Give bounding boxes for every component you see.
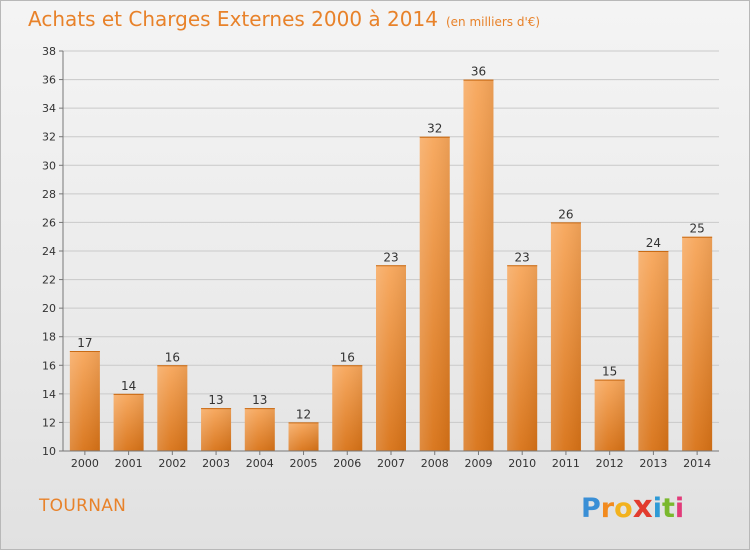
bar-shine [594,379,625,451]
x-tick-label: 2001 [115,457,143,470]
bar-shine [463,79,494,452]
data-label: 12 [296,407,311,421]
x-tick-label: 2003 [202,457,230,470]
logo-letter: o [614,493,633,524]
x-tick-label: 2007 [377,457,405,470]
x-tick-label: 2014 [683,457,711,470]
logo-letter: r [600,493,615,524]
bar-shine [682,236,713,451]
data-label: 16 [340,350,355,364]
logo-letter: x [632,489,653,525]
data-label: 13 [252,393,267,407]
bars [69,79,713,452]
bar-shine [157,365,188,451]
x-tick-label: 2010 [508,457,536,470]
y-tick-label: 16 [42,359,56,372]
y-tick-label: 20 [42,302,56,315]
proxiti-logo: Proxiti [581,489,684,525]
x-tick-label: 2008 [421,457,449,470]
x-tick-label: 2009 [464,457,492,470]
logo-letter: P [581,493,601,524]
y-tick-labels: 10 12 14 16 18 20 22 24 26 28 30 32 34 36 38 [42,45,63,458]
logo-letter: t [661,493,675,524]
logo-letter: i [674,493,685,524]
x-tick-label: 2006 [333,457,361,470]
y-tick-label: 12 [42,416,56,429]
data-label: 15 [602,365,617,379]
bar-shine [288,422,319,451]
y-tick-label: 24 [42,245,56,258]
bar-shine [113,393,144,451]
bar-shine [419,136,450,451]
data-label: 23 [515,250,530,264]
axes [62,51,719,452]
x-tick-label: 2011 [552,457,580,470]
x-tick-label: 2002 [158,457,186,470]
x-tick-label: 2012 [596,457,624,470]
y-tick-label: 18 [42,331,56,344]
data-label: 25 [689,222,704,236]
x-tick-label: 2013 [639,457,667,470]
subtitle-text: (en milliers d'€) [445,15,541,29]
logo-letter: i [652,493,662,524]
x-tick-label: 2005 [290,457,318,470]
chart-title: Achats et Charges Externes 2000 à 2014 (e… [28,7,540,31]
data-label: 13 [208,393,223,407]
title-text: Achats et Charges Externes 2000 à 2014 [28,7,438,31]
y-tick-label: 38 [42,45,56,58]
y-tick-label: 34 [42,102,56,115]
y-tick-label: 14 [42,388,56,401]
data-label: 26 [558,207,573,221]
bar-shine [638,251,669,451]
data-labels: 17 14 16 13 13 12 16 23 32 36 23 26 15 24 25 [77,65,705,422]
bar-shine [550,222,581,451]
y-tick-label: 10 [42,445,56,458]
y-tick-label: 32 [42,131,56,144]
y-tick-label: 22 [42,274,56,287]
data-label: 32 [427,122,442,136]
bar-shine [376,265,406,451]
data-label: 14 [121,379,136,393]
x-tick-label: 2004 [246,457,274,470]
data-label: 23 [383,250,398,264]
data-label: 24 [646,236,661,250]
x-tick-labels: 2000 2001 2002 2003 2004 2005 2006 2007 2008 2009… [71,451,711,470]
data-label: 17 [77,336,92,350]
bar-shine [332,365,363,451]
y-tick-label: 28 [42,188,56,201]
x-tick-label: 2000 [71,457,99,470]
bar-shine [244,408,275,451]
y-tick-label: 30 [42,159,56,172]
bar-shine [69,351,100,451]
data-label: 16 [165,350,180,364]
data-label: 36 [471,65,486,79]
bar-shine [201,408,232,451]
y-tick-label: 26 [42,216,56,229]
commune-name: TOURNAN [39,496,127,516]
y-tick-label: 36 [42,74,56,87]
bar-shine [507,265,538,451]
